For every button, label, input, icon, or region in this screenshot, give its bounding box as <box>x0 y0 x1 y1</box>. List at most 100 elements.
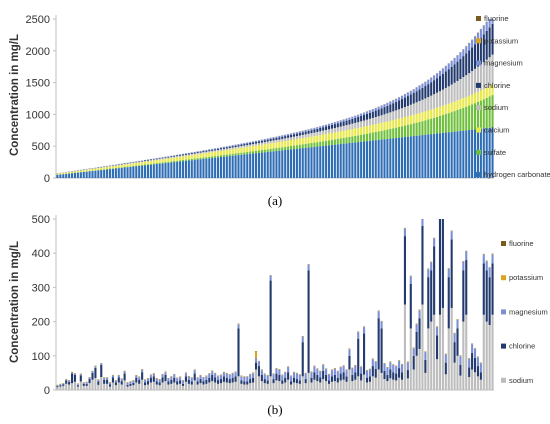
bar-segment-chlorine <box>217 380 220 384</box>
bar-segment-sodium <box>190 153 193 156</box>
bar-segment-calcium <box>149 160 152 164</box>
bar-segment-hydrogen-carbonate <box>243 154 246 178</box>
bar-segment-magnesium <box>97 380 100 382</box>
legend-label: sodium <box>484 103 508 112</box>
bar-segment-sulfate <box>433 117 436 134</box>
bar-segment-chlorine <box>100 365 103 378</box>
bar-segment-sodium <box>395 110 398 120</box>
bar-segment-sodium <box>225 382 228 390</box>
bar-segment-calcium <box>456 100 459 111</box>
bar-segment-hydrogen-carbonate <box>433 133 436 178</box>
bar-segment-calcium <box>202 153 205 158</box>
bar-segment-chlorine <box>123 373 126 381</box>
bar-segment-magnesium <box>325 124 328 127</box>
bar-segment-calcium <box>459 99 462 109</box>
bar-segment-hydrogen-carbonate <box>459 130 462 178</box>
bar-segment-magnesium <box>468 358 471 368</box>
bar-segment-calcium <box>237 148 240 154</box>
bar-segment-calcium <box>196 154 199 159</box>
bar-segment-sodium <box>360 380 363 390</box>
bar-segment-sodium <box>450 84 453 103</box>
bar-segment-magnesium <box>208 149 211 151</box>
bar-segment-sodium <box>158 158 161 160</box>
bar-segment-chlorine <box>292 377 296 383</box>
bar-segment-sodium <box>73 381 77 390</box>
bar-segment-magnesium <box>336 371 339 378</box>
bar-segment-magnesium <box>249 374 252 380</box>
bar-segment-magnesium <box>482 25 485 35</box>
bar-segment-magnesium <box>310 128 313 131</box>
bar-segment-sulfate <box>462 107 465 131</box>
bar-segment-chlorine <box>310 377 313 383</box>
bar-segment-hydrogen-carbonate <box>327 145 331 178</box>
bar-segment-hydrogen-carbonate <box>79 172 82 178</box>
bar-segment-magnesium <box>290 133 293 135</box>
bar-segment-magnesium <box>108 382 112 385</box>
bar-segment-magnesium <box>427 79 430 85</box>
bar-segment-hydrogen-carbonate <box>339 143 342 178</box>
bar-segment-sodium <box>91 379 94 390</box>
panel-a-yaxis: 0 500 1000 1500 2000 2500 <box>26 14 494 185</box>
bar-segment-hydrogen-carbonate <box>65 173 68 178</box>
bar-segment-hydrogen-carbonate <box>181 161 185 178</box>
bar-segment-magnesium <box>330 370 333 377</box>
bar-segment-sodium <box>219 383 223 390</box>
bar-segment-chlorine <box>243 381 246 385</box>
bar-segment-sodium <box>146 384 150 390</box>
bar-segment-magnesium <box>149 159 152 160</box>
bar-segment-magnesium <box>325 369 328 375</box>
bar-segment-magnesium <box>380 105 383 109</box>
bar-segment-chlorine <box>91 372 94 380</box>
bar-segment-chlorine <box>351 118 354 124</box>
bar-segment-hydrogen-carbonate <box>412 136 415 178</box>
bar-segment-sodium <box>234 147 237 149</box>
bar-segment-calcium <box>82 170 85 172</box>
bar-segment-hydrogen-carbonate <box>106 169 109 178</box>
bar-segment-magnesium <box>304 373 307 380</box>
bar-segment-chlorine <box>453 342 456 363</box>
bar-segment-magnesium <box>333 122 336 125</box>
bar-segment-hydrogen-carbonate <box>468 129 471 178</box>
bar-segment-chlorine <box>374 368 377 378</box>
bar-segment-chlorine <box>424 86 427 99</box>
bar-segment-magnesium <box>269 137 272 140</box>
bar-segment-sodium <box>170 383 173 390</box>
bar-segment-magnesium <box>421 219 424 226</box>
bar-segment-magnesium <box>491 254 494 264</box>
legend-label: magnesium <box>484 59 523 68</box>
bar-segment-sodium <box>292 136 296 140</box>
bar-segment-chlorine <box>146 160 150 161</box>
bar-segment-sodium <box>211 150 214 153</box>
bar-segment-chlorine <box>456 61 459 81</box>
bar-segment-magnesium <box>59 384 62 386</box>
bar-segment-magnesium <box>444 354 447 363</box>
bar-segment-calcium <box>126 164 129 167</box>
bar-segment-magnesium <box>161 374 164 378</box>
bar-segment-hydrogen-carbonate <box>389 138 392 178</box>
bar-segment-magnesium <box>211 148 214 150</box>
bar-segment-magnesium <box>193 370 196 374</box>
bar-segment-magnesium <box>263 139 266 141</box>
bar-segment-magnesium <box>179 154 182 155</box>
bar-segment-magnesium <box>190 152 193 154</box>
bar-segment-calcium <box>73 171 77 173</box>
bar-segment-hydrogen-carbonate <box>287 149 290 178</box>
bar-segment-hydrogen-carbonate <box>138 165 141 178</box>
bar-segment-magnesium <box>290 376 293 382</box>
bar-segment-sodium <box>123 380 126 390</box>
bar-segment-sodium <box>120 384 123 390</box>
bar-segment-calcium <box>491 84 494 96</box>
bar-segment-calcium <box>436 107 439 117</box>
bar-segment-calcium <box>199 153 202 158</box>
bar-segment-chlorine <box>184 376 187 382</box>
bar-segment-chlorine <box>181 154 185 156</box>
bar-segment-sodium <box>240 383 243 390</box>
bar-segment-sulfate <box>313 142 316 147</box>
bar-segment-magnesium <box>453 58 456 65</box>
bar-segment-sodium <box>272 140 275 143</box>
bar-segment-sulfate <box>430 118 433 135</box>
bar-segment-calcium <box>158 159 161 163</box>
bar-segment-magnesium <box>202 150 205 152</box>
bar-segment-chlorine <box>468 367 471 378</box>
bar-segment-sodium <box>138 161 141 163</box>
